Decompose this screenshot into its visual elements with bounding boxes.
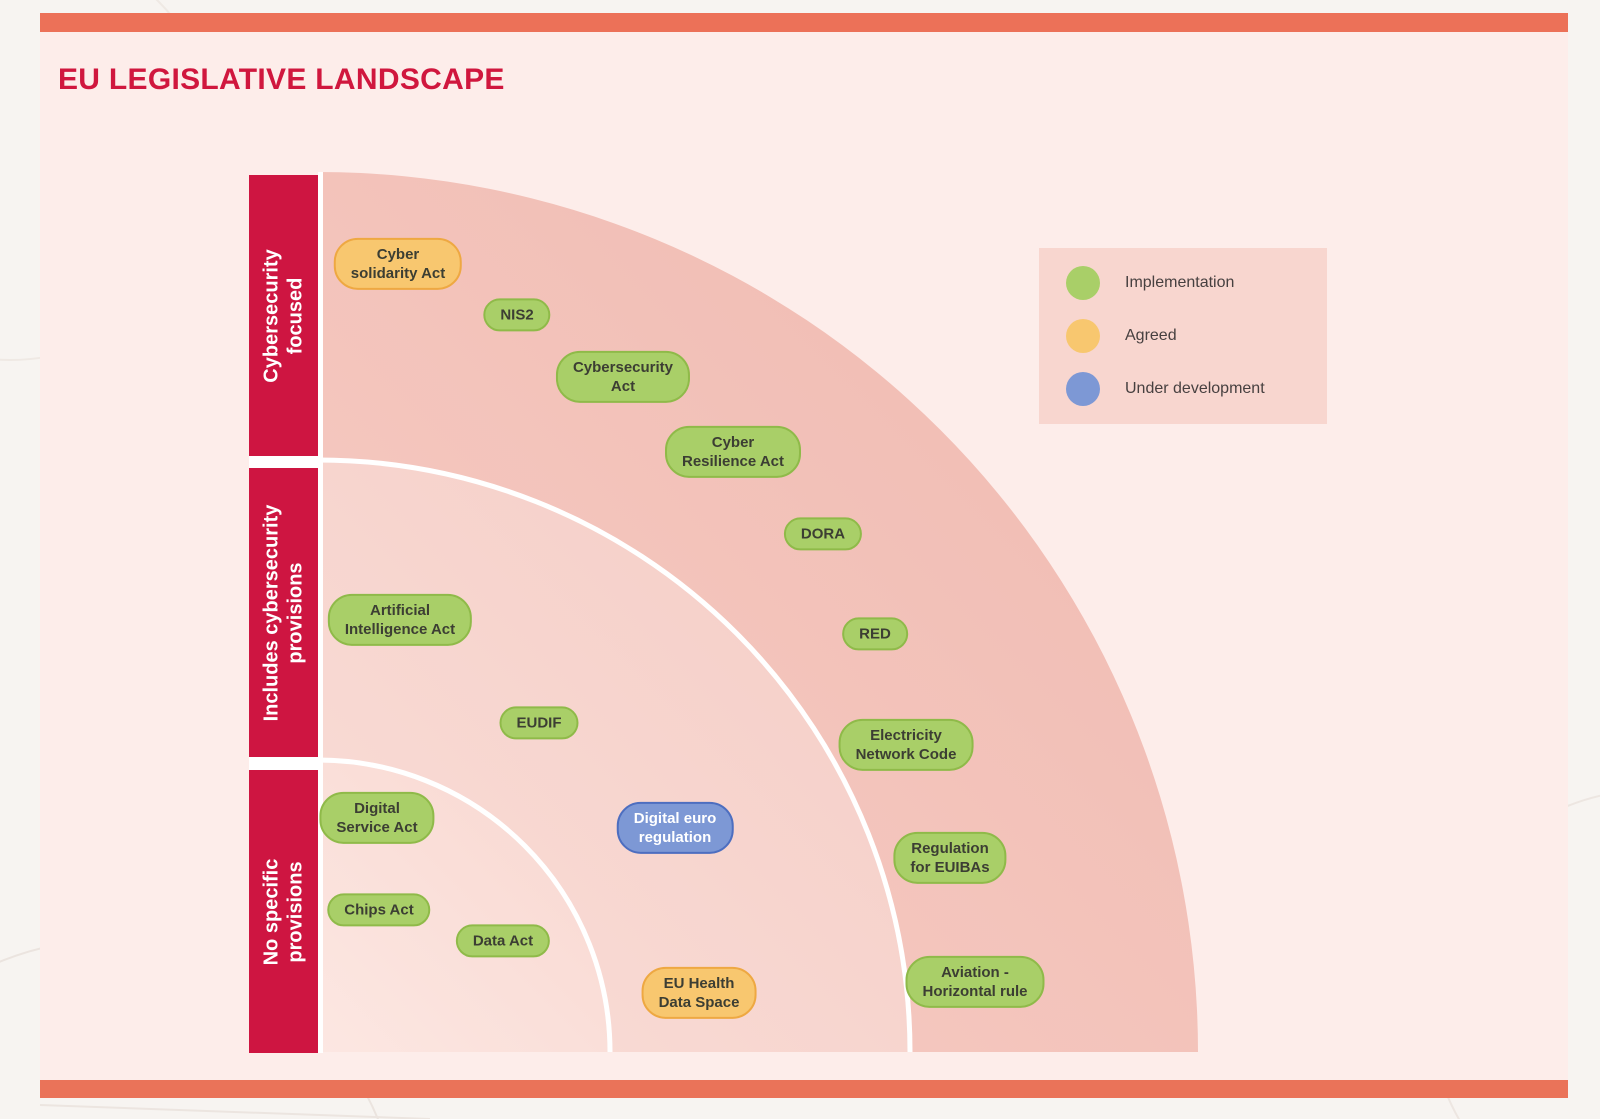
page-title: EU LEGISLATIVE LANDSCAPE <box>58 63 505 96</box>
pill-label: DORA <box>800 525 846 543</box>
pill-label: Chips Act <box>344 901 414 919</box>
pill-label: RED <box>859 625 891 643</box>
legend-label: Agreed <box>1125 327 1177 344</box>
band-label: Cybersecurity focused <box>260 248 307 383</box>
legend-item-under-development: Under development <box>1066 372 1327 406</box>
pill-electricity-network-code: Electricity Network Code <box>838 718 974 772</box>
band-bar-no-specific-provisions: No specific provisions <box>249 770 318 1053</box>
pill-label: Aviation - Horizontal rule <box>922 963 1028 1000</box>
top-accent-bar <box>40 13 1568 32</box>
legend-label: Under development <box>1125 380 1265 397</box>
legend-item-agreed: Agreed <box>1066 319 1327 353</box>
pill-label: Digital Service Act <box>336 799 418 836</box>
pill-label: Electricity Network Code <box>855 726 957 763</box>
pill-dora: DORA <box>783 517 863 551</box>
legend-item-implementation: Implementation <box>1066 266 1327 300</box>
pill-digital-euro-regulation: Digital euro regulation <box>616 801 734 855</box>
pill-label: Cyber solidarity Act <box>350 245 446 282</box>
pill-cybersecurity-act: Cybersecurity Act <box>555 350 691 404</box>
pill-label: Regulation for EUIBAs <box>910 839 990 876</box>
legend-swatch-implementation-icon <box>1066 266 1100 300</box>
pill-aviation-horizontal-rule: Aviation - Horizontal rule <box>905 955 1045 1009</box>
band-label: No specific provisions <box>260 858 307 965</box>
band-bar-includes-cybersecurity-provisions: Includes cybersecurity provisions <box>249 468 318 757</box>
pill-label: NIS2 <box>500 306 534 324</box>
pill-chips-act: Chips Act <box>327 893 431 927</box>
pill-cyber-solidarity-act: Cyber solidarity Act <box>333 237 463 291</box>
status-legend: Implementation Agreed Under development <box>1039 248 1327 424</box>
bottom-accent-bar <box>40 1080 1568 1098</box>
pill-eu-health-data-space: EU Health Data Space <box>641 966 757 1020</box>
pill-label: Digital euro regulation <box>633 809 717 846</box>
band-label: Includes cybersecurity provisions <box>260 504 307 721</box>
legend-swatch-under-development-icon <box>1066 372 1100 406</box>
pill-nis2: NIS2 <box>483 298 551 332</box>
pill-label: Cyber Resilience Act <box>682 433 784 470</box>
pill-label: EU Health Data Space <box>658 974 740 1011</box>
pill-cyber-resilience-act: Cyber Resilience Act <box>665 425 801 479</box>
pill-digital-service-act: Digital Service Act <box>319 791 435 845</box>
legend-swatch-agreed-icon <box>1066 319 1100 353</box>
pill-data-act: Data Act <box>455 924 551 958</box>
legend-label: Implementation <box>1125 274 1235 291</box>
pill-label: EUDIF <box>516 714 562 732</box>
pill-label: Artificial Intelligence Act <box>344 601 456 638</box>
pill-red: RED <box>842 617 908 651</box>
pill-artificial-intelligence-act: Artificial Intelligence Act <box>327 593 473 647</box>
pill-regulation-for-euibas: Regulation for EUIBAs <box>893 831 1007 885</box>
pill-eudif: EUDIF <box>499 706 579 740</box>
pill-label: Data Act <box>472 932 534 950</box>
axis-gap <box>318 172 323 1053</box>
band-bar-cybersecurity-focused: Cybersecurity focused <box>249 175 318 456</box>
pill-label: Cybersecurity Act <box>572 358 674 395</box>
